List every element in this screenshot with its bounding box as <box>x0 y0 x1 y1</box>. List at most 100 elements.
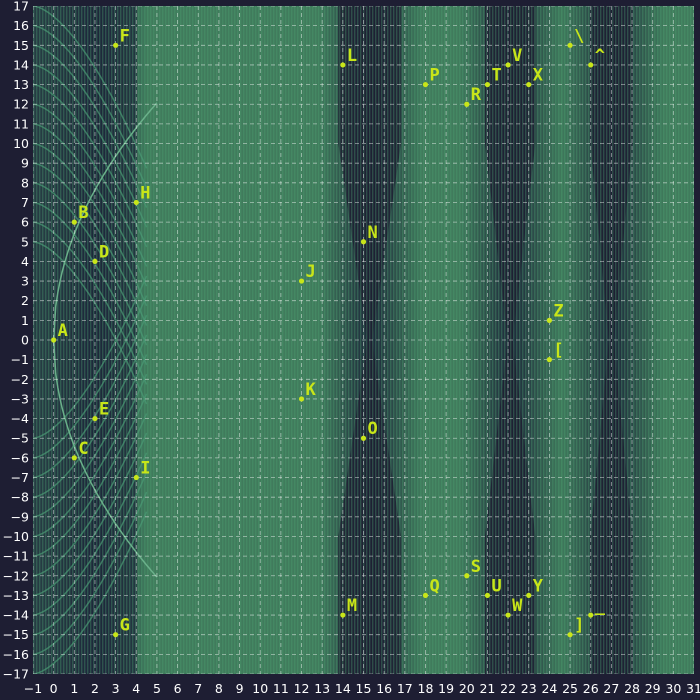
y-tick-label: 7 <box>21 195 29 210</box>
x-tick-label: 12 <box>294 681 310 696</box>
y-tick-label: 4 <box>21 254 29 269</box>
y-tick-label: 5 <box>21 234 29 249</box>
data-point <box>133 474 139 481</box>
boundary-curve <box>52 339 158 578</box>
point-label: U <box>491 576 501 596</box>
point-label: ] <box>574 616 584 636</box>
x-tick-label: 22 <box>500 681 516 696</box>
data-point <box>526 592 532 599</box>
y-tick-label: 16 <box>13 18 29 33</box>
y-tick-label: 0 <box>21 333 29 348</box>
data-point <box>340 62 346 68</box>
contour-line <box>33 491 148 656</box>
contour-line <box>33 24 148 189</box>
y-tick-label: −13 <box>3 588 29 603</box>
y-tick-label: −16 <box>3 647 29 662</box>
y-tick-label: 8 <box>21 175 29 190</box>
point-label: T <box>491 66 501 86</box>
y-tick-label: −2 <box>11 372 29 387</box>
contour-line <box>33 83 148 248</box>
x-tick-label: 13 <box>314 681 330 696</box>
point-label: S <box>471 557 481 577</box>
curve-layer <box>33 6 158 674</box>
y-tick-label: 9 <box>21 156 29 171</box>
x-tick-label: 5 <box>153 681 161 696</box>
data-point <box>567 42 573 48</box>
point-label: D <box>99 242 109 262</box>
x-tick-label: 16 <box>376 681 392 696</box>
point-label: A <box>58 321 68 341</box>
y-tick-label: 2 <box>21 293 29 308</box>
point-label: W <box>512 596 523 616</box>
point-label: O <box>368 419 378 439</box>
x-tick-label: 30 <box>665 681 681 696</box>
point-label: X <box>533 66 544 86</box>
x-tick-label: 28 <box>624 681 640 696</box>
x-tick-label: 10 <box>252 681 268 696</box>
data-point <box>113 42 119 48</box>
point-label: G <box>120 616 130 636</box>
data-point <box>526 81 532 88</box>
data-point <box>588 612 594 618</box>
x-tick-label: 7 <box>194 681 202 696</box>
y-tick-label: −9 <box>11 509 29 524</box>
contour-line <box>33 201 148 366</box>
data-point <box>484 81 491 88</box>
x-tick-label: 29 <box>645 681 661 696</box>
point-label: P <box>429 66 439 86</box>
point-layer: A B C D E F G H I J K L M N O P Q R S T U V W X Y Z [\] ^ _ <box>51 26 606 638</box>
point-label: \ <box>574 26 584 46</box>
data-point <box>567 632 573 638</box>
y-tick-label: 14 <box>13 57 29 72</box>
contour-line <box>33 334 148 498</box>
y-tick-label: 6 <box>21 215 29 230</box>
point-label: H <box>140 183 150 203</box>
x-tick-label: 2 <box>91 681 99 696</box>
y-tick-label: 12 <box>13 97 29 112</box>
contour-line <box>33 6 148 169</box>
tick-layer: −1 0 1 2 3 4 5 6 7 8 9 10 11 12 13 14 15 16 17 18 19 20 21 22 23… <box>3 0 700 696</box>
x-tick-label: 27 <box>603 681 619 696</box>
boundary-curve <box>52 102 158 341</box>
x-tick-label: 26 <box>583 681 599 696</box>
point-label: K <box>306 380 317 400</box>
contour-line <box>33 103 148 267</box>
data-point <box>505 612 511 618</box>
y-tick-label: −14 <box>3 608 29 623</box>
contour-line <box>33 123 148 287</box>
contour-line <box>33 413 148 577</box>
y-tick-label: −3 <box>11 391 29 406</box>
contour-line <box>33 511 148 674</box>
x-tick-label: 31 <box>686 681 700 696</box>
point-label: B <box>78 203 88 223</box>
point-label: R <box>471 85 482 105</box>
data-point <box>505 62 511 68</box>
contour-line <box>33 142 148 307</box>
y-tick-label: 15 <box>13 38 29 53</box>
y-tick-label: −11 <box>3 549 29 564</box>
data-point <box>360 239 367 245</box>
y-tick-label: −4 <box>11 411 29 426</box>
x-tick-label: 4 <box>132 681 140 696</box>
data-point <box>133 199 139 206</box>
point-label: F <box>120 26 130 46</box>
contour-line <box>33 295 148 459</box>
data-point <box>51 337 57 343</box>
contour-line <box>33 182 148 346</box>
y-tick-label: −5 <box>11 431 29 446</box>
grid-layer <box>33 6 694 674</box>
contour-line <box>33 241 148 405</box>
x-tick-label: 19 <box>438 681 454 696</box>
y-tick-label: 3 <box>21 274 29 289</box>
x-tick-label: 1 <box>70 681 78 696</box>
data-point <box>422 592 429 599</box>
point-label: J <box>306 262 316 282</box>
contour-line <box>33 221 148 385</box>
data-point <box>298 278 305 284</box>
y-tick-label: 11 <box>13 116 29 131</box>
y-tick-label: −7 <box>11 470 29 485</box>
y-tick-label: 13 <box>13 77 29 92</box>
data-point <box>71 219 77 225</box>
data-point <box>340 612 346 618</box>
data-point <box>298 396 305 402</box>
